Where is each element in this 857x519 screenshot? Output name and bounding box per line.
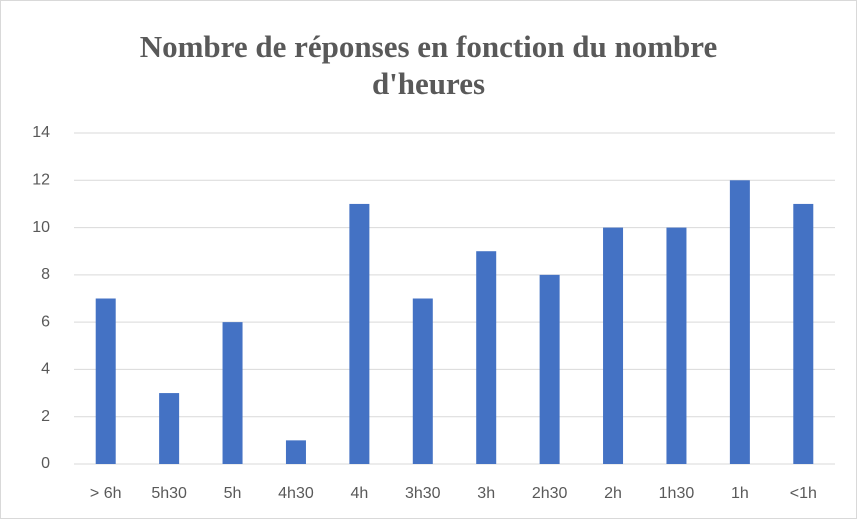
bar	[729, 180, 750, 465]
x-tick-label: 1h	[731, 485, 749, 502]
x-tick-label: 4h	[350, 485, 368, 502]
bar	[539, 274, 560, 464]
y-tick-label: 4	[41, 361, 50, 378]
x-tick-label: 1h30	[659, 485, 695, 502]
x-tick-label: 5h30	[151, 485, 187, 502]
y-tick-label: 10	[32, 219, 50, 236]
bar	[666, 227, 687, 464]
y-tick-label: 8	[41, 266, 50, 283]
y-tick-label: 0	[41, 455, 50, 472]
bar	[222, 322, 243, 464]
bar	[349, 203, 370, 464]
x-tick-label: 3h	[477, 485, 495, 502]
x-tick-label: 2h30	[532, 485, 568, 502]
y-tick-label: 6	[41, 313, 50, 330]
bar	[95, 298, 116, 464]
x-tick-label: > 6h	[90, 485, 122, 502]
x-tick-label: 2h	[604, 485, 622, 502]
x-tick-label: 4h30	[278, 485, 314, 502]
y-tick-label: 12	[32, 172, 50, 189]
bar	[285, 440, 306, 464]
bar	[793, 203, 814, 464]
chart-title: Nombre de réponses en fonction du nombre…	[139, 29, 718, 101]
y-tick-label: 14	[32, 124, 50, 141]
bar	[159, 393, 180, 464]
bar	[476, 251, 497, 464]
bar	[412, 298, 433, 464]
x-tick-label: 3h30	[405, 485, 441, 502]
x-tick-label: 5h	[224, 485, 242, 502]
bar	[603, 227, 624, 464]
x-tick-label: <1h	[790, 485, 817, 502]
y-tick-label: 2	[41, 408, 50, 425]
